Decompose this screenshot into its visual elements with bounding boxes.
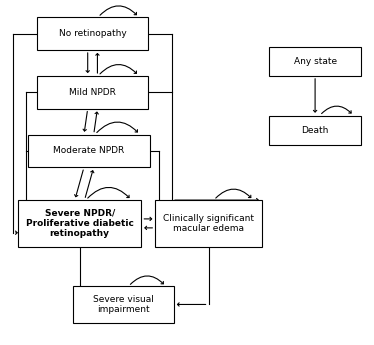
FancyBboxPatch shape — [269, 47, 361, 76]
Text: Death: Death — [301, 126, 329, 135]
Text: Moderate NPDR: Moderate NPDR — [53, 146, 125, 156]
Text: Severe visual
impairment: Severe visual impairment — [93, 295, 154, 314]
Text: Mild NPDR: Mild NPDR — [69, 88, 116, 97]
FancyBboxPatch shape — [155, 200, 262, 247]
FancyBboxPatch shape — [28, 135, 150, 167]
Text: Any state: Any state — [294, 57, 337, 66]
FancyBboxPatch shape — [73, 286, 174, 323]
Text: Clinically significant
macular edema: Clinically significant macular edema — [163, 214, 254, 233]
FancyBboxPatch shape — [18, 200, 141, 247]
FancyBboxPatch shape — [37, 76, 148, 109]
Text: No retinopathy: No retinopathy — [59, 29, 126, 38]
FancyBboxPatch shape — [37, 17, 148, 50]
FancyBboxPatch shape — [269, 116, 361, 145]
Text: Severe NPDR/
Proliferative diabetic
retinopathy: Severe NPDR/ Proliferative diabetic reti… — [26, 208, 134, 238]
